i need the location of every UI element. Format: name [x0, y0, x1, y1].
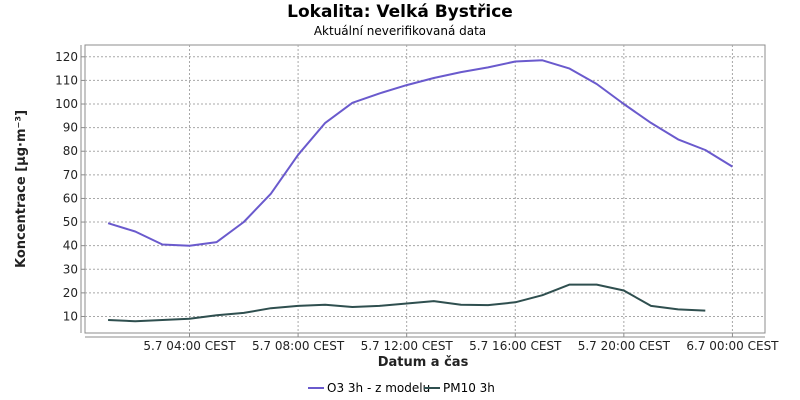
chart-subtitle: Aktuální neverifikovaná data: [314, 24, 486, 38]
y-tick-label: 50: [63, 215, 78, 229]
x-tick-label: 5.7 16:00 CEST: [469, 339, 562, 353]
y-tick-label: 100: [55, 97, 78, 111]
y-tick-label: 30: [63, 262, 78, 276]
x-tick-label: 5.7 20:00 CEST: [578, 339, 671, 353]
y-tick-label: 90: [63, 121, 78, 135]
chart-title: Lokalita: Velká Bystřice: [287, 2, 513, 22]
series-lines: [107, 59, 733, 323]
y-tick-label: 70: [63, 168, 78, 182]
legend-label: O3 3h - z modelu: [327, 381, 430, 395]
x-tick-label: 5.7 08:00 CEST: [252, 339, 345, 353]
legend: O3 3h - z modelu PM10 3h: [308, 381, 495, 395]
plot-area: [84, 44, 766, 334]
y-tick-label: 120: [55, 50, 78, 64]
legend-label: PM10 3h: [443, 381, 495, 395]
y-axis-label: Koncentrace [µg·m⁻³]: [14, 110, 29, 268]
x-axis-label: Datum a čas: [378, 355, 469, 370]
y-tick-label: 80: [63, 144, 78, 158]
grid-lines: [85, 45, 765, 333]
series-line-pm10: [108, 283, 706, 323]
x-tick-label: 6.7 00:00 CEST: [686, 339, 779, 353]
series-line-o3: [107, 59, 733, 247]
y-tick-label: 60: [63, 191, 78, 205]
y-tick-labels: 10 20 30 40 50 60 70 80 90 100 110 120: [55, 50, 78, 324]
x-tick-label: 5.7 12:00 CEST: [361, 339, 454, 353]
x-tick-label: 5.7 04:00 CEST: [143, 339, 236, 353]
y-tick-label: 110: [55, 73, 78, 87]
x-tick-labels: 5.7 04:00 CEST 5.7 08:00 CEST 5.7 12:00 CE…: [143, 339, 779, 353]
y-tick-label: 20: [63, 286, 78, 300]
axes: [80, 45, 765, 338]
y-tick-label: 10: [63, 309, 78, 323]
y-tick-label: 40: [63, 239, 78, 253]
